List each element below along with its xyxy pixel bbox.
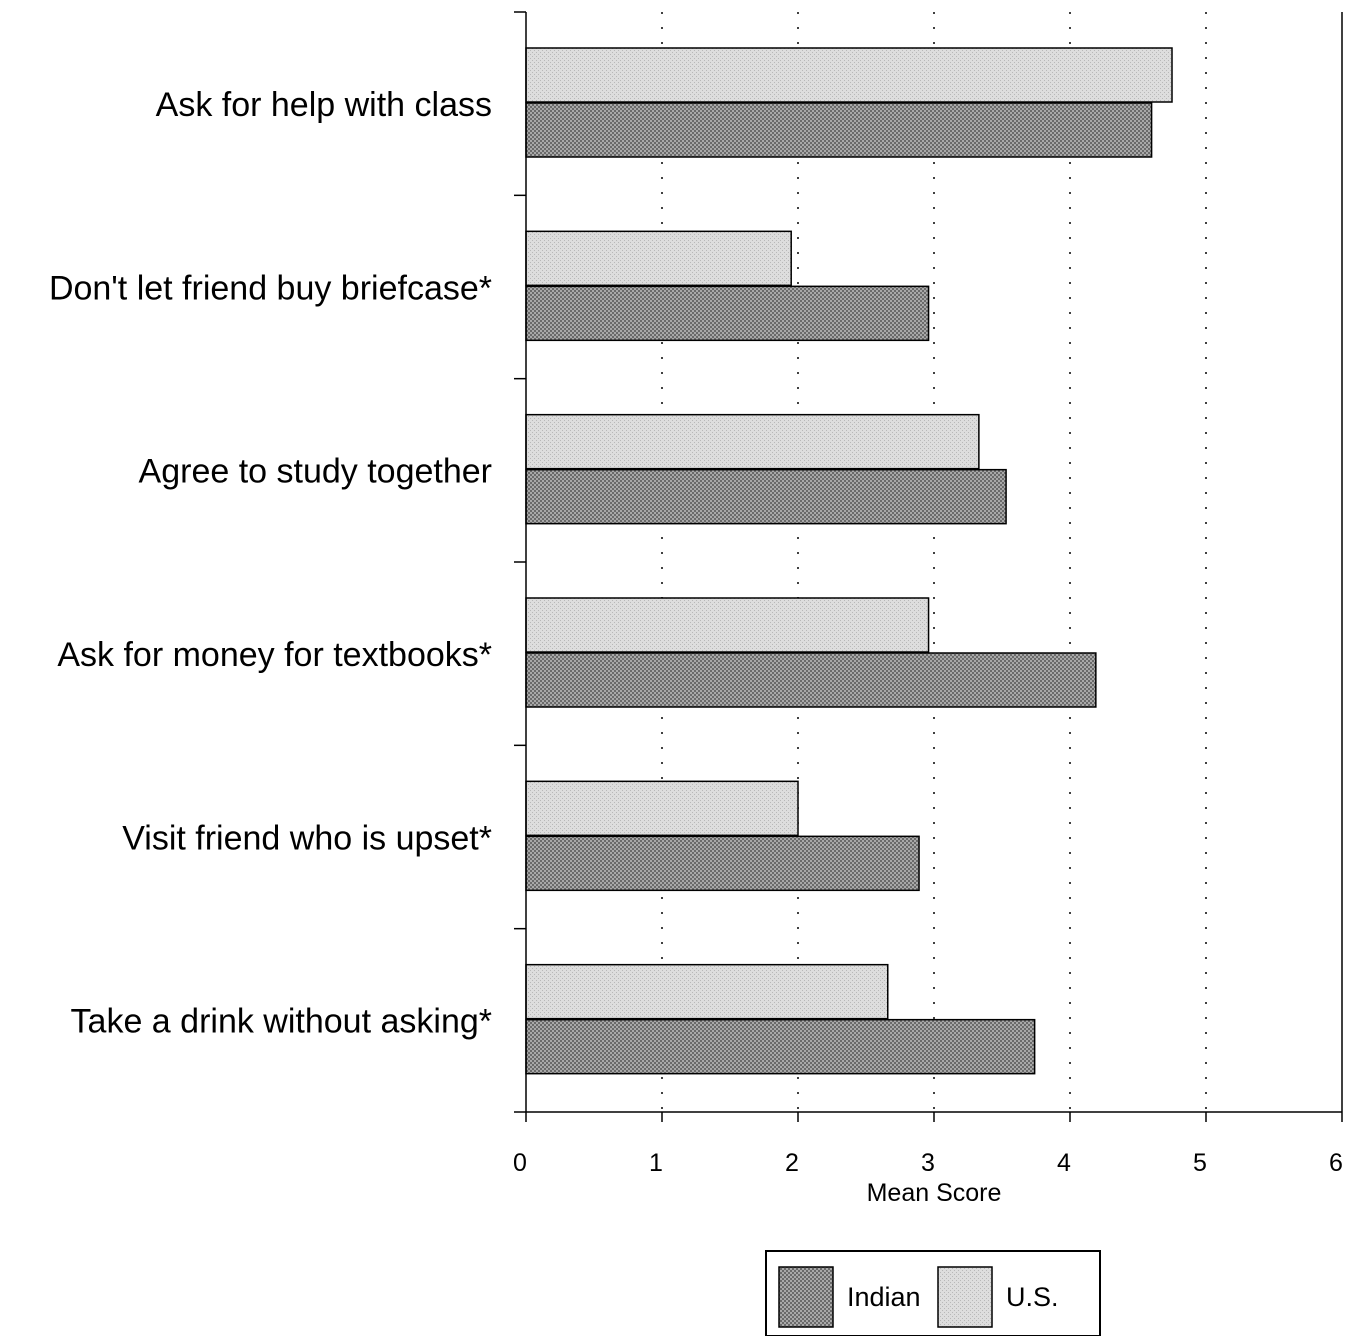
x-tick-label-3: 3: [921, 1149, 935, 1177]
category-labels: Ask for help with class Don't let friend …: [49, 86, 492, 1041]
category-label-5: Take a drink without asking*: [71, 1003, 492, 1041]
legend-swatch-indian: [778, 1266, 834, 1328]
legend: Indian U.S.: [765, 1250, 1101, 1336]
bars: [525, 47, 1173, 1075]
legend-swatch-us: [937, 1266, 993, 1328]
x-tick-label-2: 2: [785, 1149, 799, 1177]
x-axis-title: Mean Score: [867, 1179, 1002, 1207]
bar-indian-1: [525, 285, 930, 342]
bar-us-4: [525, 780, 799, 837]
category-label-2: Agree to study together: [139, 453, 492, 491]
bar-indian-5: [525, 1018, 1036, 1075]
x-tick-label-4: 4: [1057, 1149, 1071, 1177]
bar-us-5: [525, 963, 889, 1020]
x-tick-label-1: 1: [649, 1149, 663, 1177]
bar-indian-2: [525, 468, 1007, 525]
plot-frame: [514, 11, 1343, 1122]
x-tick-label-0: 0: [513, 1149, 527, 1177]
bar-indian-4: [525, 835, 920, 892]
bar-us-1: [525, 230, 792, 287]
bar-us-0: [525, 47, 1173, 103]
category-label-3: Ask for money for textbooks*: [57, 636, 492, 674]
bar-us-2: [525, 413, 980, 470]
bar-indian-3: [525, 652, 1097, 708]
legend-label-us: U.S.: [1006, 1282, 1059, 1312]
bar-indian-0: [525, 102, 1153, 158]
x-tick-label-6: 6: [1329, 1149, 1343, 1177]
gridlines: [661, 12, 1207, 1112]
category-label-0: Ask for help with class: [156, 86, 492, 124]
category-label-1: Don't let friend buy briefcase*: [49, 269, 492, 307]
x-axis-ticks: 0 1 2 3 4 5 6: [513, 1149, 1343, 1177]
legend-label-indian: Indian: [847, 1282, 921, 1312]
x-tick-label-5: 5: [1193, 1149, 1207, 1177]
category-label-4: Visit friend who is upset*: [122, 819, 492, 857]
bar-us-3: [525, 597, 930, 653]
